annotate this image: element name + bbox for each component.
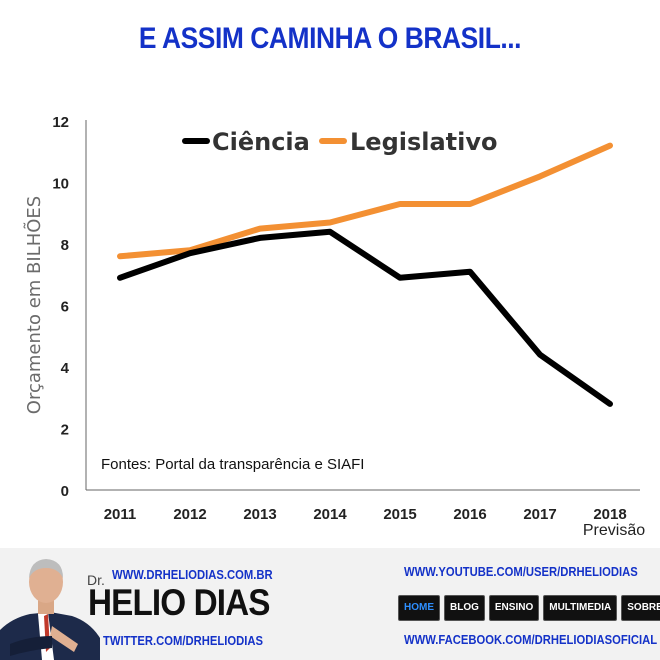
site-footer: WWW.DRHELIODIAS.COM.BR Dr. HELIO DIAS TW… [0,548,660,660]
nav-bar: HOME BLOG ENSINO MULTIMEDIA SOBRE [398,595,660,621]
brand-name: HELIO DIAS [88,582,270,623]
nav-home-button[interactable]: HOME [398,595,440,621]
brand-prefix: Dr. [87,572,105,588]
y-tick-label: 6 [61,299,69,316]
nav-ensino-button[interactable]: ENSINO [488,595,540,621]
x-tick-label: 2014 [313,506,347,523]
facebook-link[interactable]: WWW.FACEBOOK.COM/DRHELIODIASOFICIAL [404,633,658,647]
x-tick-label: 2018 [593,506,626,523]
y-tick-label: 12 [52,114,69,131]
y-tick-label: 2 [61,422,69,439]
x-axis-note: Previsão [583,522,645,539]
page-headline: E ASSIM CAMINHA O BRASIL... [138,22,522,55]
source-annotation: Fontes: Portal da transparência e SIAFI [101,456,364,473]
x-tick-label: 2013 [243,506,276,523]
site-url-link[interactable]: WWW.DRHELIODIAS.COM.BR [112,568,273,582]
portrait-illustration [0,559,100,660]
x-tick-label: 2017 [523,506,556,523]
y-tick-label: 0 [61,483,69,500]
youtube-link[interactable]: WWW.YOUTUBE.COM/USER/DRHELIODIAS [404,565,638,579]
legend-label: Ciência [212,128,310,156]
series-line-legislativo [117,142,613,260]
line-chart: 0 2 4 6 8 10 12 2011 2012 2013 2014 2015 2016 2017 20… [23,114,645,539]
y-axis-label: Orçamento em BILHÕES [23,196,45,414]
y-tick-label: 8 [61,237,69,254]
y-tick-label: 4 [61,360,70,377]
nav-sobre-button[interactable]: SOBRE [621,595,660,621]
nav-blog-button[interactable]: BLOG [444,595,485,621]
twitter-link[interactable]: TWITTER.COM/DRHELIODIAS [103,634,263,648]
series-line-ciencia [117,228,613,407]
legend-label: Legislativo [350,128,498,156]
x-tick-label: 2012 [173,506,206,523]
x-tick-label: 2011 [104,506,137,523]
x-tick-label: 2015 [383,506,416,523]
y-tick-label: 10 [52,176,69,193]
x-tick-label: 2016 [453,506,486,523]
nav-multimedia-button[interactable]: MULTIMEDIA [543,595,618,621]
